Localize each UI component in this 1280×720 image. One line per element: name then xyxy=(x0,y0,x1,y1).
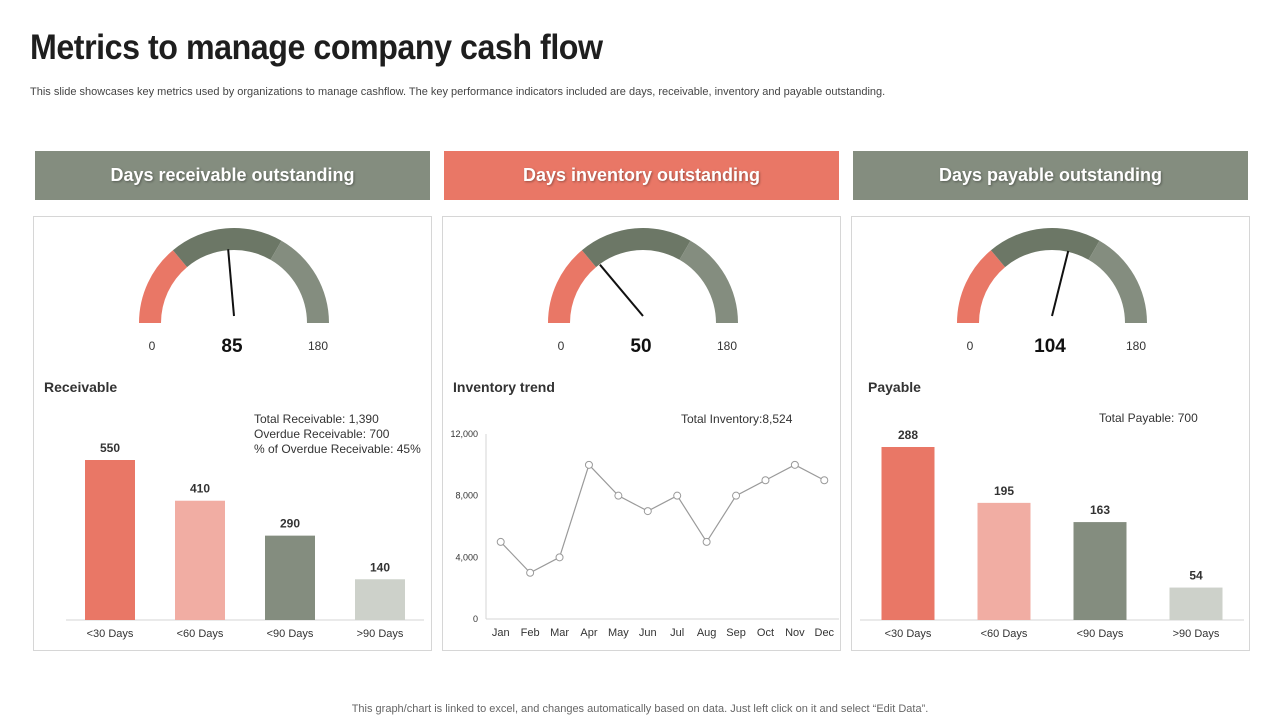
x-tick-label: <90 Days xyxy=(1077,628,1124,640)
x-tick-label: Nov xyxy=(785,627,805,639)
gauge-segment xyxy=(172,228,282,268)
y-tick-label: 12,000 xyxy=(450,429,478,439)
data-point xyxy=(732,491,741,500)
x-tick-label: <60 Days xyxy=(177,628,224,640)
gauge-segment xyxy=(957,250,1006,323)
chart-title: Inventory trend xyxy=(453,379,555,395)
inventory-panel: 0 180 50 Inventory trend Total Inventory:8,5… xyxy=(442,216,841,651)
data-point xyxy=(584,460,593,469)
chart-title: Receivable xyxy=(44,379,117,395)
gauge-value-label: 104 xyxy=(1034,336,1066,357)
data-point xyxy=(790,460,799,469)
gauge-segment xyxy=(270,240,329,323)
gauge-segment xyxy=(548,250,597,323)
bar-value-label: 54 xyxy=(1189,569,1203,583)
chart-annotation: Total Receivable: 1,390 xyxy=(254,412,379,426)
bar xyxy=(355,579,405,620)
x-tick-label: Feb xyxy=(521,627,540,639)
x-tick-label: May xyxy=(608,627,629,639)
page-subtitle: This slide showcases key metrics used by… xyxy=(30,86,886,98)
bar-value-label: 550 xyxy=(100,441,120,455)
data-point xyxy=(526,568,535,577)
x-tick-label: <30 Days xyxy=(87,628,134,640)
data-point xyxy=(643,507,652,516)
bar-value-label: 140 xyxy=(370,560,390,574)
gauge-segment xyxy=(990,228,1100,268)
data-point xyxy=(761,476,770,485)
bar xyxy=(85,460,135,620)
header-days-payable: Days payable outstanding xyxy=(853,151,1248,200)
gauge-segment xyxy=(679,240,738,323)
inventory-charts: 0 180 50 Inventory trend Total Inventory:8,5… xyxy=(450,228,839,639)
gauge-min-label: 0 xyxy=(967,339,974,353)
gauge-needle xyxy=(599,264,644,317)
data-point xyxy=(555,553,564,562)
x-tick-label: Sep xyxy=(726,627,746,639)
data-point xyxy=(702,537,711,546)
gauge-segment xyxy=(581,228,691,268)
bar xyxy=(977,502,1031,620)
y-tick-label: 8,000 xyxy=(455,491,478,501)
bar xyxy=(175,500,225,620)
y-tick-label: 4,000 xyxy=(455,552,478,562)
data-point xyxy=(614,491,623,500)
data-point xyxy=(496,537,505,546)
bar-value-label: 195 xyxy=(994,484,1014,498)
gauge-needle xyxy=(227,249,235,317)
footer-note: This graph/chart is linked to excel, and… xyxy=(351,703,929,715)
chart-title: Payable xyxy=(868,379,921,395)
gauge-max-label: 180 xyxy=(1126,339,1146,353)
x-tick-label: Dec xyxy=(815,627,835,639)
page-title: Metrics to manage company cash flow xyxy=(30,28,603,67)
payable-charts: 0 180 104 Payable Total Payable: 700 288 <30 D… xyxy=(860,228,1244,640)
gauge-value-label: 85 xyxy=(221,336,243,357)
bar-value-label: 163 xyxy=(1090,503,1110,517)
x-tick-label: <90 Days xyxy=(267,628,314,640)
chart-annotation: Overdue Receivable: 700 xyxy=(254,427,390,441)
chart-annotation: % of Overdue Receivable: 45% xyxy=(254,442,421,456)
inventory-trend-line xyxy=(500,463,825,574)
x-tick-label: >90 Days xyxy=(1173,628,1220,640)
gauge-needle xyxy=(1051,250,1070,317)
x-tick-label: <30 Days xyxy=(885,628,932,640)
x-tick-label: <60 Days xyxy=(981,628,1028,640)
bar xyxy=(265,535,315,620)
x-tick-label: Jan xyxy=(492,627,510,639)
bar-value-label: 290 xyxy=(280,517,300,531)
gauge-max-label: 180 xyxy=(308,339,328,353)
gauge-min-label: 0 xyxy=(149,339,156,353)
x-tick-label: >90 Days xyxy=(357,628,404,640)
gauge-max-label: 180 xyxy=(717,339,737,353)
bar-value-label: 410 xyxy=(190,482,210,496)
x-tick-label: Oct xyxy=(757,627,774,639)
gauge-segment xyxy=(139,250,188,323)
x-tick-label: Jul xyxy=(670,627,684,639)
x-tick-label: Aug xyxy=(697,627,717,639)
bar xyxy=(1073,522,1127,620)
bar-value-label: 288 xyxy=(898,428,918,442)
gauge-segment xyxy=(1088,240,1147,323)
y-tick-label: 0 xyxy=(473,614,478,624)
receivable-panel: 0 180 85 Receivable Total Receivable: 1,390 O… xyxy=(33,216,432,651)
header-days-receivable: Days receivable outstanding xyxy=(35,151,430,200)
data-point xyxy=(820,476,829,485)
bar xyxy=(881,447,935,620)
header-days-inventory: Days inventory outstanding xyxy=(444,151,839,200)
receivable-charts: 0 180 85 Receivable Total Receivable: 1,390O… xyxy=(44,228,424,640)
gauge-value-label: 50 xyxy=(630,336,651,357)
payable-panel: 0 180 104 Payable Total Payable: 700 288 <30 D… xyxy=(851,216,1250,651)
x-tick-label: Mar xyxy=(550,627,569,639)
x-tick-label: Apr xyxy=(580,627,597,639)
chart-annotation: Total Payable: 700 xyxy=(1099,411,1198,425)
chart-annotation: Total Inventory:8,524 xyxy=(681,412,793,426)
x-tick-label: Jun xyxy=(639,627,657,639)
gauge-min-label: 0 xyxy=(558,339,565,353)
data-point xyxy=(673,491,682,500)
bar xyxy=(1169,587,1223,620)
